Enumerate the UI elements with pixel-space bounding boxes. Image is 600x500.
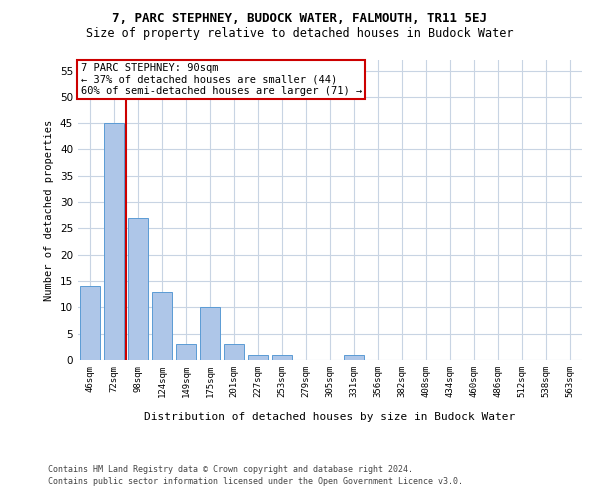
Text: Size of property relative to detached houses in Budock Water: Size of property relative to detached ho…: [86, 28, 514, 40]
Text: Distribution of detached houses by size in Budock Water: Distribution of detached houses by size …: [145, 412, 515, 422]
Bar: [152, 292, 172, 360]
Bar: [80, 286, 100, 360]
Text: Contains public sector information licensed under the Open Government Licence v3: Contains public sector information licen…: [48, 478, 463, 486]
Bar: [272, 354, 292, 360]
Text: Contains HM Land Registry data © Crown copyright and database right 2024.: Contains HM Land Registry data © Crown c…: [48, 465, 413, 474]
Bar: [128, 218, 148, 360]
Y-axis label: Number of detached properties: Number of detached properties: [44, 120, 55, 300]
Bar: [344, 354, 364, 360]
Bar: [176, 344, 196, 360]
Bar: [248, 354, 268, 360]
Bar: [104, 123, 124, 360]
Bar: [224, 344, 244, 360]
Text: 7 PARC STEPHNEY: 90sqm
← 37% of detached houses are smaller (44)
60% of semi-det: 7 PARC STEPHNEY: 90sqm ← 37% of detached…: [80, 63, 362, 96]
Bar: [200, 308, 220, 360]
Text: 7, PARC STEPHNEY, BUDOCK WATER, FALMOUTH, TR11 5EJ: 7, PARC STEPHNEY, BUDOCK WATER, FALMOUTH…: [113, 12, 487, 26]
